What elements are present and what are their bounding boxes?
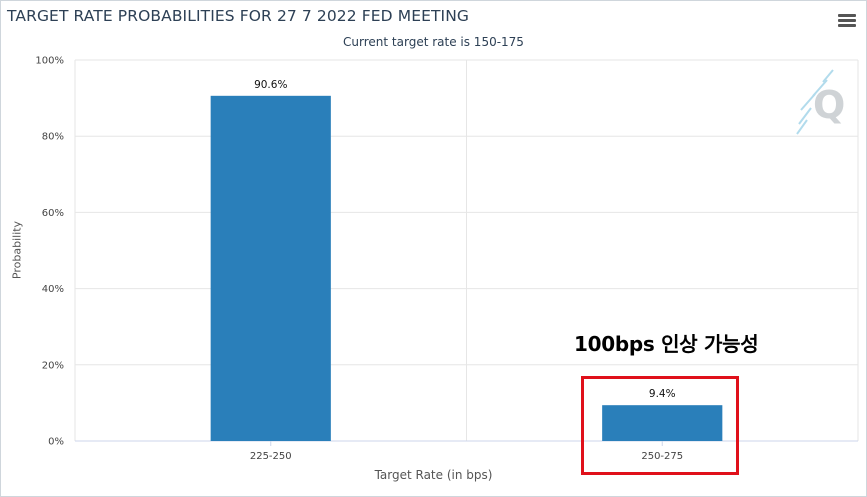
svg-text:Q: Q bbox=[813, 83, 845, 127]
chart-title: TARGET RATE PROBABILITIES FOR 27 7 2022 … bbox=[7, 7, 470, 25]
data-label: 9.4% bbox=[649, 388, 676, 400]
quikstrike-logo-icon: Q bbox=[796, 69, 845, 135]
y-axis-label: Probability bbox=[10, 220, 24, 280]
x-tick-label: 225-250 bbox=[250, 451, 292, 462]
y-tick-label: 60% bbox=[42, 208, 64, 219]
axis-ticks: 0% 20% 40% 60% 80% 100% 225-250 250-275 bbox=[35, 56, 683, 463]
y-tick-label: 100% bbox=[35, 56, 64, 67]
data-label: 90.6% bbox=[254, 79, 287, 91]
y-tick-label: 40% bbox=[42, 284, 64, 295]
y-tick-label: 20% bbox=[42, 360, 64, 371]
bar bbox=[210, 95, 331, 442]
grid-lines bbox=[74, 59, 859, 442]
bars: 90.6% 9.4% bbox=[210, 79, 723, 442]
chart-subtitle: Current target rate is 150-175 bbox=[343, 35, 524, 49]
annotation-text: 100bps 인상 가능성 bbox=[574, 332, 759, 356]
y-tick-label: 0% bbox=[48, 437, 64, 448]
x-axis-label: Target Rate (in bps) bbox=[374, 468, 493, 482]
x-tick-label: 250-275 bbox=[641, 451, 683, 462]
hamburger-menu-icon[interactable] bbox=[838, 14, 856, 30]
y-tick-label: 80% bbox=[42, 132, 64, 143]
highlight-box bbox=[581, 376, 739, 475]
bar bbox=[602, 405, 723, 441]
